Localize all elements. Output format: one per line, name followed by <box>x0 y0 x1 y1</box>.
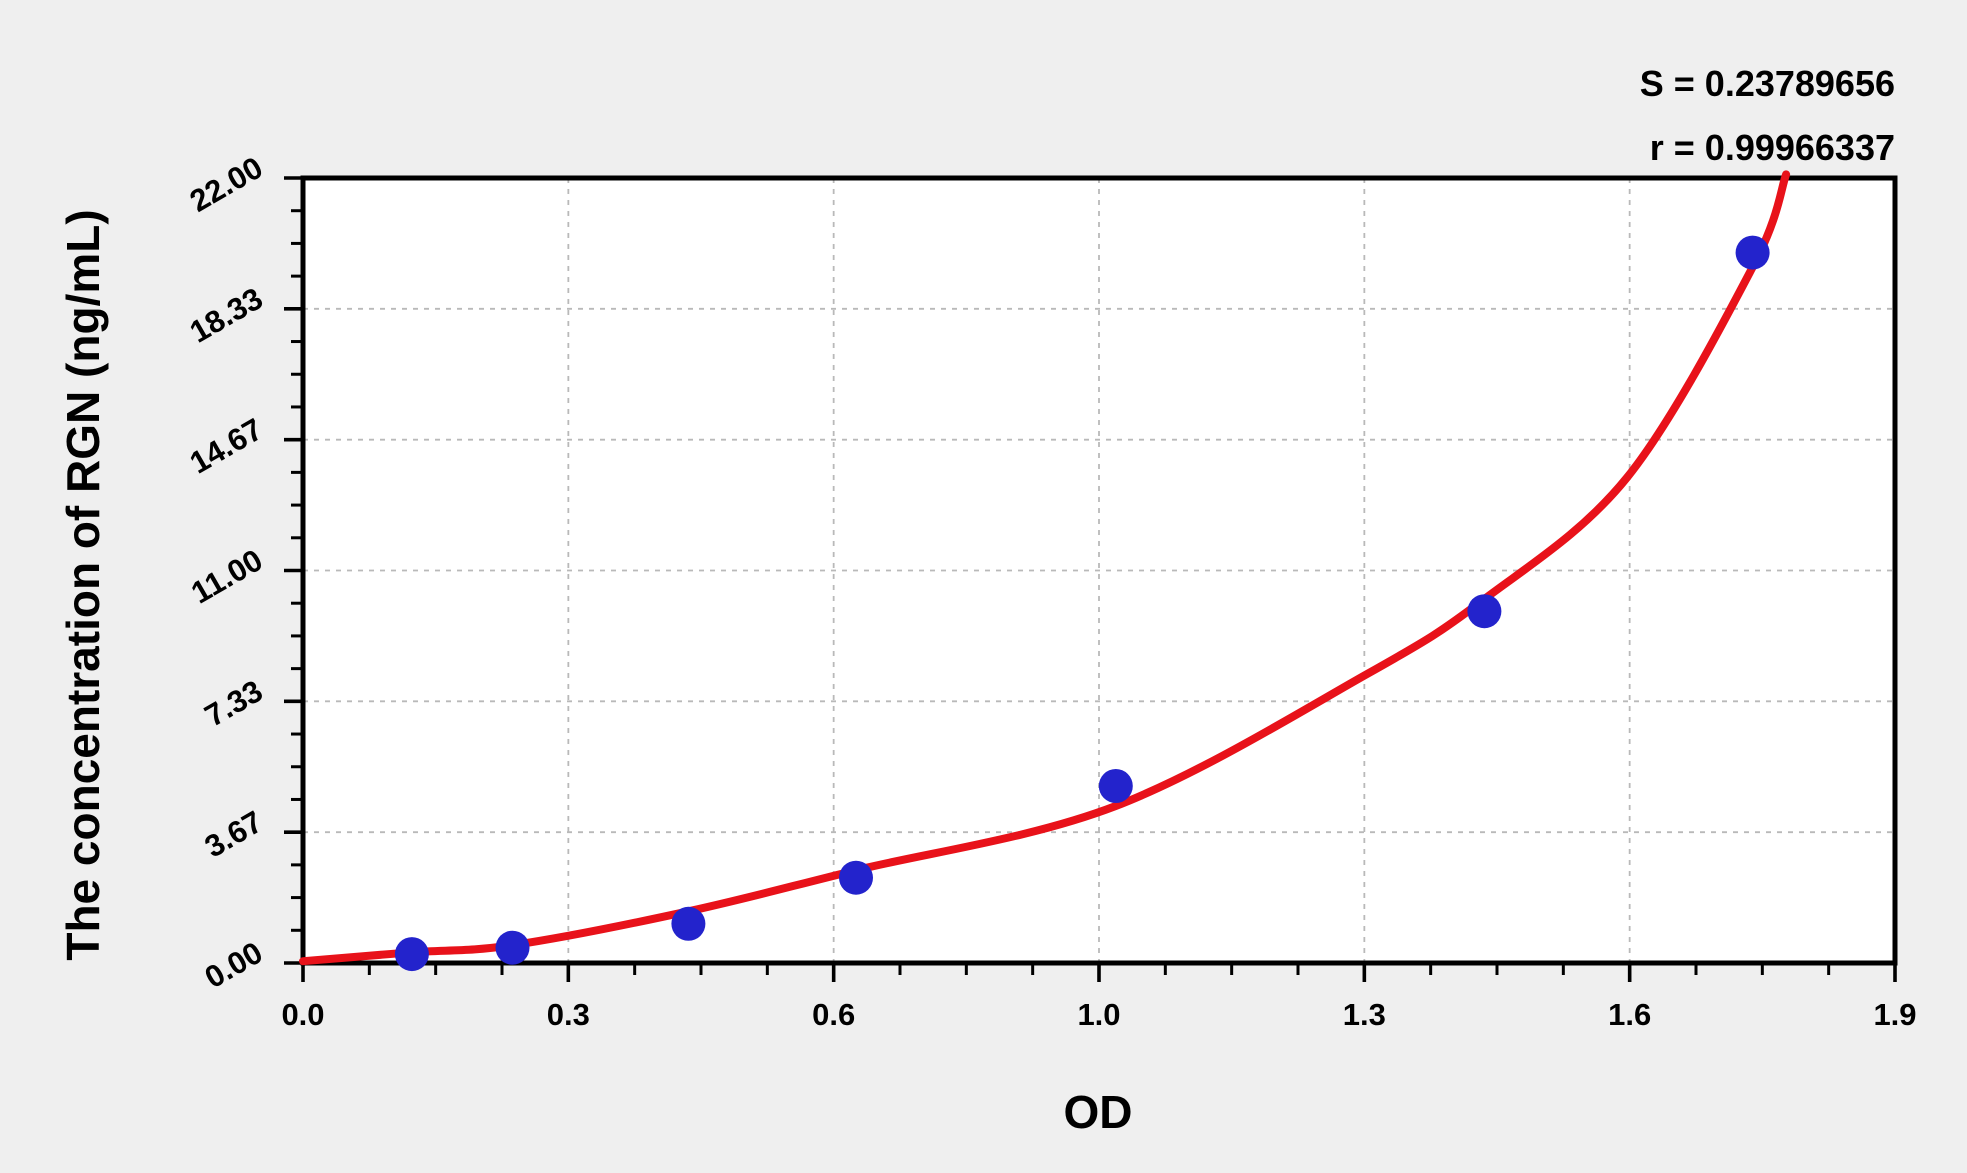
x-axis-title: OD <box>1063 1086 1133 1138</box>
y-tick-label: 11.00 <box>185 542 268 610</box>
data-point <box>495 930 530 965</box>
data-point <box>1735 235 1770 270</box>
x-tick-label: 1.0 <box>1077 997 1120 1032</box>
stat-r-value: r = 0.99966337 <box>1649 127 1895 168</box>
x-tick-label: 1.3 <box>1343 997 1386 1032</box>
data-point <box>671 906 706 941</box>
data-point <box>1098 769 1133 803</box>
y-tick-label: 22.00 <box>184 150 269 219</box>
fit-statistics: S = 0.23789656 r = 0.99966337 <box>1640 52 1895 180</box>
x-tick-label: 0.3 <box>547 997 590 1032</box>
data-point <box>839 860 873 895</box>
y-tick-label: 3.67 <box>199 804 269 864</box>
data-point <box>394 937 429 972</box>
x-tick-label: 0.6 <box>812 997 855 1032</box>
y-tick-label: 0.00 <box>199 935 269 995</box>
x-tick-label: 0.0 <box>281 997 324 1032</box>
y-tick-label: 14.67 <box>184 411 269 480</box>
x-tick-label: 1.9 <box>1873 997 1916 1032</box>
x-tick-label: 1.6 <box>1608 997 1651 1032</box>
y-tick-label: 7.33 <box>199 673 269 733</box>
y-axis-title: The concentration of RGN (ng/mL) <box>57 209 109 961</box>
y-tick-label: 18.33 <box>184 281 269 350</box>
stat-s-value: S = 0.23789656 <box>1639 63 1895 104</box>
data-point <box>1467 594 1502 629</box>
